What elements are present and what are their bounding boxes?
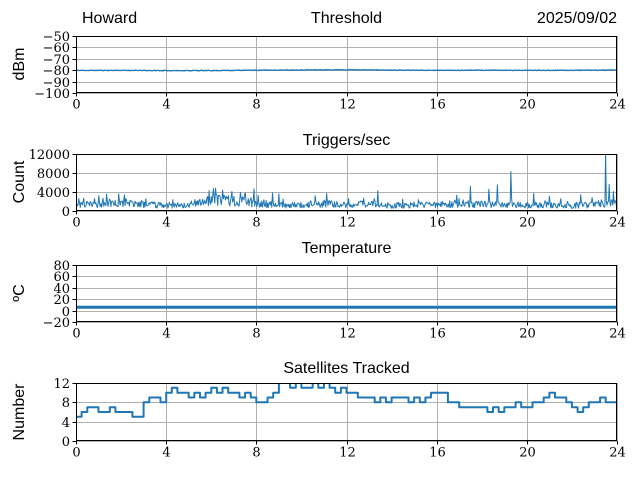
plot1-title: Threshold (310, 10, 383, 27)
svg-text:−20: −20 (43, 316, 70, 331)
axes-border-plot2 (76, 154, 617, 211)
svg-text:20: 20 (519, 216, 536, 231)
svg-text:24: 24 (609, 216, 626, 231)
svg-text:16: 16 (429, 446, 446, 461)
station-name-label: Howard (82, 10, 138, 27)
svg-text:−80: −80 (43, 64, 70, 79)
ticks-plot1 (72, 36, 618, 97)
svg-text:4: 4 (62, 416, 70, 431)
date-label: 2025/09/02 (536, 10, 617, 27)
svg-text:0: 0 (72, 98, 80, 113)
svg-text:4000: 4000 (37, 186, 70, 201)
series-noise-floor-dbm (76, 68, 617, 72)
grid-plot3 (76, 265, 618, 323)
plot3-title: Temperature (301, 240, 392, 257)
svg-text:0: 0 (72, 327, 80, 342)
svg-text:−50: −50 (43, 30, 70, 45)
svg-text:4: 4 (162, 98, 170, 113)
svg-text:4: 4 (162, 216, 170, 231)
svg-text:8: 8 (252, 98, 260, 113)
svg-text:12: 12 (339, 446, 356, 461)
svg-text:80: 80 (53, 259, 70, 274)
svg-text:12: 12 (339, 216, 356, 231)
ticks-plot2 (72, 154, 618, 215)
svg-text:0: 0 (72, 446, 80, 461)
svg-text:16: 16 (429, 327, 446, 342)
svg-text:8: 8 (252, 216, 260, 231)
series-trigger-rate (76, 154, 617, 209)
svg-text:60: 60 (53, 270, 70, 285)
plot4-ylabel: Number (11, 383, 28, 441)
svg-text:16: 16 (429, 98, 446, 113)
svg-text:8: 8 (252, 327, 260, 342)
svg-text:8000: 8000 (37, 167, 70, 182)
svg-text:20: 20 (519, 98, 536, 113)
svg-text:0: 0 (62, 305, 70, 320)
plot1-ylabel: dBm (11, 47, 28, 81)
svg-text:40: 40 (53, 282, 70, 297)
ticks-plot3 (72, 265, 618, 326)
svg-text:0: 0 (62, 205, 70, 220)
series-satellites-tracked (76, 383, 617, 418)
svg-text:−90: −90 (43, 76, 70, 91)
svg-text:12000: 12000 (29, 148, 70, 163)
tick-labels-plot1: 0 4 8 12 16 20 24 −50−60−70−80−90−100 (34, 30, 625, 113)
axes-border-plot1 (76, 36, 617, 93)
plot2-ylabel: Count (11, 160, 28, 204)
svg-text:−100: −100 (34, 87, 70, 102)
axes-border-plot3 (76, 265, 617, 322)
svg-text:16: 16 (429, 216, 446, 231)
svg-text:20: 20 (519, 446, 536, 461)
svg-text:−60: −60 (43, 41, 70, 56)
svg-text:12: 12 (339, 98, 356, 113)
svg-text:20: 20 (519, 327, 536, 342)
svg-text:12: 12 (339, 327, 356, 342)
ticks-plot4 (72, 383, 618, 445)
svg-text:0: 0 (62, 435, 70, 450)
svg-text:8: 8 (252, 446, 260, 461)
plot2-title: Triggers/sec (302, 132, 391, 149)
axes-border-plot4 (76, 383, 617, 441)
svg-text:24: 24 (609, 446, 626, 461)
svg-text:−70: −70 (43, 53, 70, 68)
svg-text:12: 12 (53, 377, 70, 392)
svg-text:8: 8 (62, 396, 70, 411)
svg-text:4: 4 (162, 327, 170, 342)
svg-text:0: 0 (72, 216, 80, 231)
svg-text:24: 24 (609, 327, 626, 342)
grid-plot1 (76, 36, 618, 94)
svg-text:4: 4 (162, 446, 170, 461)
svg-text:20: 20 (53, 293, 70, 308)
plot3-ylabel: ºC (11, 284, 28, 302)
svg-text:24: 24 (609, 98, 626, 113)
plot4-title: Satellites Tracked (283, 360, 410, 377)
